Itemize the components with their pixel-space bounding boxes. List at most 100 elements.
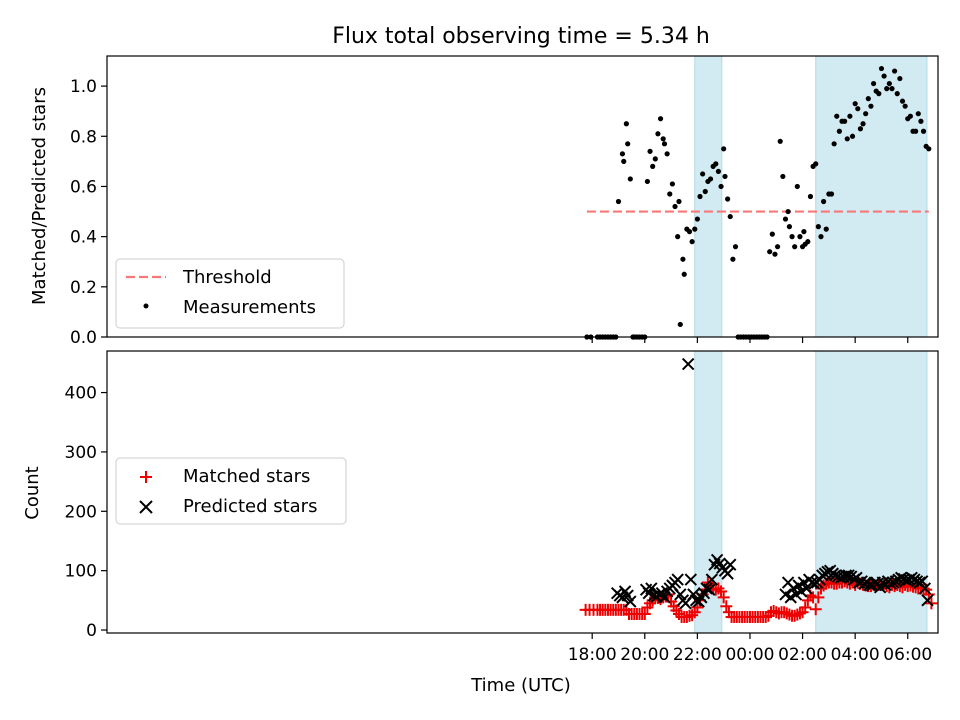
ratio-y-tick-label: 0.4 — [70, 228, 97, 248]
measurement-point — [801, 229, 807, 235]
count-y-ticks: 0 100 200 300 400 — [65, 384, 107, 641]
matched-star-marker — [812, 591, 825, 604]
count-legend: Matched stars Predicted stars — [115, 457, 347, 525]
ratio-y-tick-label: 1.0 — [70, 77, 97, 97]
measurement-point — [647, 148, 653, 154]
measurement-point — [842, 118, 848, 124]
ratio-x-ticks — [591, 337, 909, 343]
measurement-point — [782, 216, 789, 222]
matched-star-marker — [680, 610, 693, 623]
measurement-point — [686, 229, 693, 235]
count-y-tick-label: 200 — [65, 502, 97, 522]
measurement-point — [623, 121, 629, 127]
predicted-star-marker — [681, 357, 695, 371]
measurement-point — [650, 163, 656, 169]
count-y-tick-label: 0 — [86, 621, 97, 641]
measurement-point — [655, 131, 661, 137]
measurement-point — [627, 176, 633, 182]
measurement-point — [899, 98, 906, 104]
measurement-point — [692, 226, 698, 232]
measurement-point — [625, 141, 631, 147]
measurement-point — [769, 231, 775, 237]
matched-star-marker — [791, 608, 804, 621]
measurement-point — [767, 249, 773, 255]
measurement-point — [785, 208, 791, 215]
measurement-point — [680, 256, 686, 262]
predicted-star-marker — [724, 558, 737, 571]
matched-star-marker — [778, 606, 791, 619]
measurement-point — [652, 156, 658, 162]
measurement-point — [892, 68, 898, 74]
legend-matched-label: Matched stars — [183, 466, 310, 487]
measurement-point — [676, 198, 682, 205]
predicted-star-marker — [921, 594, 934, 607]
ratio-y-ticks: 0.0 0.2 0.4 0.6 0.8 1.0 — [70, 77, 107, 348]
measurement-point — [697, 193, 703, 200]
measurement-point — [792, 244, 798, 250]
chart-title: Flux total observing time = 5.34 h — [332, 24, 710, 49]
ratio-legend: Threshold Measurements — [115, 258, 345, 329]
measurement-point — [878, 65, 885, 72]
matched-star-marker — [830, 577, 843, 590]
measurement-point — [727, 213, 733, 220]
matched-star-marker — [638, 608, 651, 621]
predicted-star-marker — [916, 575, 929, 588]
measurement-point — [713, 161, 719, 167]
predicted-star-marker — [721, 567, 734, 580]
measurement-point — [794, 183, 800, 190]
measurement-point — [722, 173, 728, 180]
measurement-point — [702, 188, 708, 195]
count-y-tick-label: 300 — [65, 443, 97, 463]
measurement-point — [657, 116, 664, 122]
measurement-point — [644, 178, 651, 185]
measurement-point — [813, 161, 819, 167]
matched-star-marker — [767, 605, 780, 618]
measurement-point — [886, 80, 892, 87]
measurement-point — [619, 151, 626, 157]
predicted-star-marker — [700, 582, 713, 595]
matched-star-marker — [686, 609, 699, 622]
measurement-point — [894, 91, 900, 97]
legend-measurement-swatch — [143, 303, 149, 309]
measurement-point — [732, 244, 739, 250]
measurement-point — [818, 234, 824, 240]
measurement-point — [876, 91, 882, 97]
measurement-point — [926, 146, 932, 152]
predicted-star-marker — [805, 576, 818, 589]
matched-star-marker — [709, 583, 722, 596]
count-x-ticks: 18:00 20:00 22:00 00:00 02:00 04:00 06:00 — [568, 633, 932, 665]
measurement-point — [789, 234, 795, 240]
predicted-star-marker — [645, 582, 658, 595]
matched-star-marker — [793, 607, 806, 620]
x-tick-label: 06:00 — [883, 645, 932, 665]
measurement-point — [907, 113, 913, 119]
legend-predicted-label: Predicted stars — [183, 496, 317, 517]
measurement-point — [707, 176, 714, 182]
legend-measurement-label: Measurements — [183, 297, 316, 318]
ratio-panel: 0.0 0.2 0.4 0.6 0.8 1.0 Matched/Predicted sta… — [29, 55, 939, 348]
measurement-point — [815, 224, 821, 230]
measurement-point — [672, 203, 678, 210]
ratio-y-tick-label: 0.8 — [70, 127, 97, 147]
x-tick-label: 22:00 — [673, 645, 722, 665]
measurement-point — [805, 239, 811, 245]
measurement-point — [823, 226, 829, 232]
matched-star-marker — [780, 607, 793, 620]
x-tick-label: 20:00 — [620, 645, 669, 665]
measurement-point — [725, 196, 731, 202]
legend-predicted-swatch — [139, 500, 153, 514]
measurement-point — [797, 234, 803, 240]
matched-star-marker — [672, 608, 685, 621]
count-y-axis-label: Count — [22, 466, 43, 519]
measurement-point — [664, 151, 670, 157]
measurement-point — [730, 256, 736, 262]
measurement-point — [807, 193, 814, 200]
ratio-y-tick-label: 0.6 — [70, 177, 97, 197]
measurement-point — [889, 86, 895, 92]
count-legend-box — [115, 457, 347, 525]
legend-matched-marker — [140, 471, 152, 483]
predicted-star-marker — [671, 573, 684, 586]
count-plot-frame — [106, 350, 939, 634]
measurement-point — [821, 198, 827, 205]
measurement-point — [660, 136, 666, 142]
